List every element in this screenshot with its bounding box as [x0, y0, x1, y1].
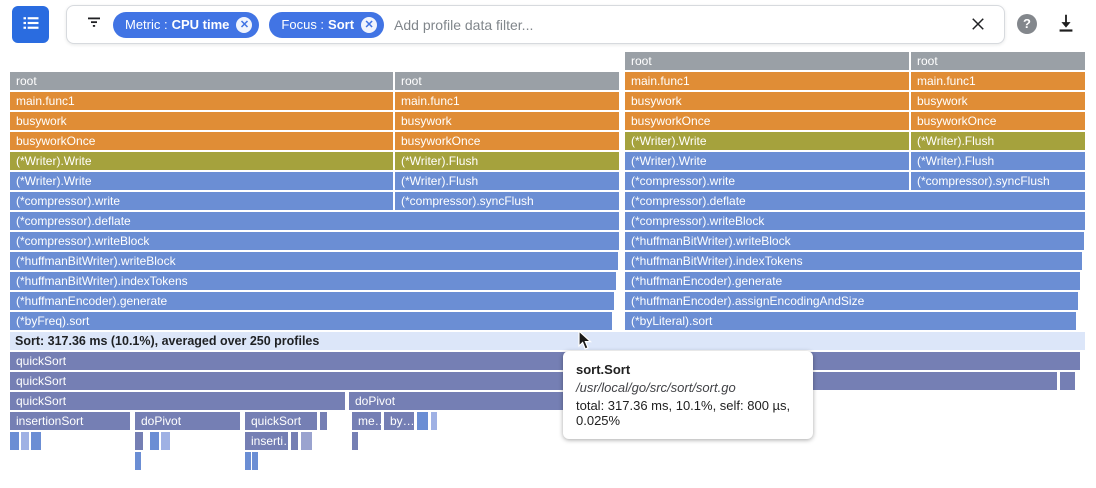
flame-cell[interactable]: [417, 412, 428, 430]
flame-cell[interactable]: inserti…: [245, 432, 288, 450]
flame-cell[interactable]: by…: [384, 412, 414, 430]
chip-label: Metric :: [125, 17, 168, 32]
flame-cell[interactable]: main.func1: [395, 92, 619, 110]
flame-cell[interactable]: (*huffmanEncoder).generate: [625, 272, 1080, 290]
flame-cell[interactable]: (*compressor).write: [625, 172, 909, 190]
flame-cell[interactable]: quickSort: [10, 392, 345, 410]
flame-cell[interactable]: (*compressor).deflate: [10, 212, 619, 230]
flame-cell[interactable]: busywork: [625, 92, 909, 110]
flame-cell[interactable]: insertionSort: [10, 412, 130, 430]
flame-cell[interactable]: [352, 432, 358, 450]
flame-cell[interactable]: (*compressor).syncFlush: [395, 192, 619, 210]
flame-cell[interactable]: [301, 432, 312, 450]
flame-cell[interactable]: (*Writer).Flush: [395, 172, 619, 190]
flame-cell[interactable]: [291, 432, 298, 450]
flame-cell[interactable]: root: [911, 52, 1085, 70]
flame-cell[interactable]: quickSort: [10, 372, 1057, 390]
flame-cell[interactable]: busyworkOnce: [625, 112, 909, 130]
toolbar: Metric : CPU time ✕ Focus : Sort ✕ ?: [0, 0, 1096, 50]
flame-cell[interactable]: (*Writer).Flush: [911, 152, 1085, 170]
flame-cell[interactable]: doPivot: [135, 412, 240, 430]
flame-cell[interactable]: (*compressor).syncFlush: [911, 172, 1085, 190]
flame-cell[interactable]: (*huffmanBitWriter).indexTokens: [10, 272, 616, 290]
clear-filters-button[interactable]: [966, 13, 990, 37]
flame-cell[interactable]: (*byLiteral).sort: [625, 312, 1076, 330]
flame-cell[interactable]: (*compressor).deflate: [625, 192, 1085, 210]
flame-cell[interactable]: quickSort: [10, 352, 1080, 370]
flame-cell[interactable]: (*byFreq).sort: [10, 312, 612, 330]
flame-cell[interactable]: root: [10, 72, 393, 90]
flame-cell[interactable]: [245, 452, 251, 470]
tooltip-source-path: /usr/local/go/src/sort/sort.go: [576, 380, 736, 395]
flame-cell[interactable]: [150, 432, 159, 450]
download-icon: [1055, 14, 1077, 37]
flame-cell[interactable]: (*compressor).write: [10, 192, 393, 210]
flame-cell[interactable]: (*Writer).Write: [625, 152, 909, 170]
flame-cell[interactable]: main.func1: [10, 92, 393, 110]
flame-cell[interactable]: busyworkOnce: [911, 112, 1085, 130]
flame-cell[interactable]: [10, 432, 19, 450]
flame-cell[interactable]: root: [625, 52, 909, 70]
flame-cell[interactable]: busywork: [911, 92, 1085, 110]
flame-cell[interactable]: [135, 452, 141, 470]
flame-cell[interactable]: root: [395, 72, 619, 90]
list-icon: [21, 13, 41, 36]
profile-filter-bar: Metric : CPU time ✕ Focus : Sort ✕: [66, 5, 1005, 44]
flame-cell[interactable]: [320, 412, 327, 430]
tooltip-function-name: sort.Sort: [576, 362, 631, 377]
filter-input[interactable]: [394, 16, 966, 33]
frame-tooltip: sort.Sort /usr/local/go/src/sort/sort.go…: [563, 351, 813, 439]
flame-cell[interactable]: [135, 432, 143, 450]
flame-cell[interactable]: busyworkOnce: [395, 132, 619, 150]
flame-cell[interactable]: [1060, 372, 1075, 390]
flame-cell[interactable]: (*Writer).Write: [10, 152, 393, 170]
focused-frame-row[interactable]: Sort: 317.36 ms (10.1%), averaged over 2…: [10, 332, 1085, 350]
flame-cell[interactable]: (*compressor).writeBlock: [625, 212, 1085, 230]
help-button[interactable]: ?: [1017, 14, 1037, 34]
flame-cell[interactable]: [431, 412, 437, 430]
question-icon: ?: [1023, 16, 1031, 31]
filter-chip-focus[interactable]: Focus : Sort ✕: [269, 11, 385, 38]
flame-cell[interactable]: (*compressor).writeBlock: [10, 232, 619, 250]
chip-remove-icon[interactable]: ✕: [361, 16, 378, 33]
flame-cell[interactable]: (*Writer).Write: [10, 172, 393, 190]
flame-cell[interactable]: quickSort: [245, 412, 317, 430]
flame-cell[interactable]: (*huffmanEncoder).assignEncodingAndSize: [625, 292, 1078, 310]
filter-list-icon: [85, 13, 103, 36]
filter-chip-metric[interactable]: Metric : CPU time ✕: [113, 11, 260, 38]
flame-cell[interactable]: (*huffmanBitWriter).writeBlock: [10, 252, 618, 270]
flame-cell[interactable]: [252, 452, 258, 470]
flame-cell[interactable]: [31, 432, 41, 450]
flame-cell[interactable]: [21, 432, 29, 450]
flame-cell[interactable]: busyworkOnce: [10, 132, 393, 150]
flame-cell[interactable]: (*Writer).Flush: [911, 132, 1085, 150]
chip-value: Sort: [328, 17, 355, 32]
download-button[interactable]: [1053, 11, 1079, 37]
flame-cell[interactable]: busywork: [395, 112, 619, 130]
flame-cell[interactable]: me…: [352, 412, 381, 430]
chip-label: Focus :: [281, 17, 325, 32]
flame-cell[interactable]: (*Writer).Flush: [395, 152, 619, 170]
flame-cell[interactable]: [161, 432, 170, 450]
flame-cell[interactable]: (*huffmanBitWriter).writeBlock: [625, 232, 1084, 250]
flame-cell[interactable]: busywork: [10, 112, 393, 130]
tooltip-stats: total: 317.36 ms, 10.1%, self: 800 µs, 0…: [576, 398, 791, 428]
flame-cell[interactable]: main.func1: [911, 72, 1085, 90]
chip-remove-icon[interactable]: ✕: [236, 16, 253, 33]
mouse-cursor-icon: [578, 329, 594, 357]
flame-cell[interactable]: (*huffmanBitWriter).indexTokens: [625, 252, 1082, 270]
flame-cell[interactable]: main.func1: [625, 72, 909, 90]
menu-button[interactable]: [12, 6, 49, 43]
close-icon: [969, 17, 987, 36]
chip-value: CPU time: [171, 17, 230, 32]
flame-cell[interactable]: (*Writer).Write: [625, 132, 909, 150]
flame-cell[interactable]: (*huffmanEncoder).generate: [10, 292, 614, 310]
